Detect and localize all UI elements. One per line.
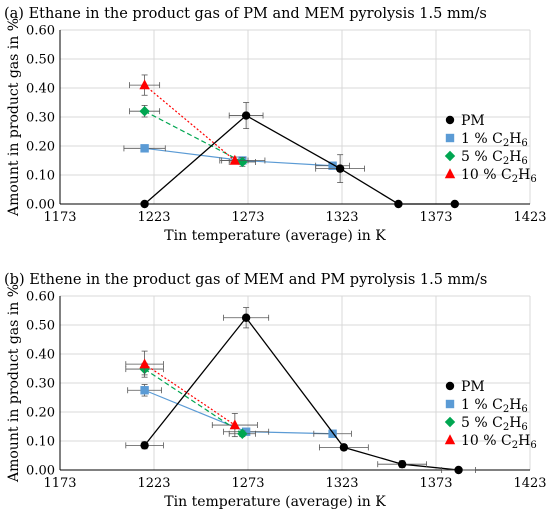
x-tick-label: 1173 [43,476,76,491]
data-point [397,460,407,469]
y-tick-label: 0.30 [26,377,55,392]
diamond-icon [444,150,456,162]
data-point [339,443,349,452]
y-tick-label: 0.40 [26,82,55,97]
legend-label: PM [461,113,485,129]
legend-item: 1 % C2H6 [445,397,528,415]
data-point [140,386,149,395]
data-point [229,419,241,430]
x-tick-label: 1223 [137,210,170,225]
y-tick-label: 0.60 [26,290,55,305]
series-c2h6-10 [129,74,249,165]
circle-icon [445,381,455,391]
data-point [454,465,463,475]
data-point [241,313,251,322]
data-point [139,358,150,369]
x-tick-label: 1173 [43,210,76,225]
x-tick-label: 1273 [231,210,264,225]
legend-item: 1 % C2H6 [445,131,528,149]
legend-label: 1 % C2H6 [461,131,528,149]
y-tick-label: 0.20 [26,140,55,155]
y-axis-label: Amount in product gas in % [6,284,22,483]
legend-label: 5 % C2H6 [461,415,528,433]
x-tick-label: 1373 [419,476,452,491]
legend-label: PM [461,379,485,395]
legend-label: 10 % C2H6 [461,433,537,451]
legend-item: PM [445,113,485,129]
y-tick-label: 0.00 [26,198,55,213]
y-tick-label: 0.10 [26,435,55,450]
data-point [241,111,251,120]
x-tick-label: 1423 [513,210,546,225]
data-point [328,161,337,170]
x-tick-label: 1373 [419,210,452,225]
series-pm [125,307,476,475]
x-axis-label: Tin temperature (average) in K [164,228,386,244]
legend-label: 10 % C2H6 [461,167,537,185]
chart-panel-a: (a) Ethane in the product gas of PM and … [4,6,547,244]
legend-label: 1 % C2H6 [461,397,528,415]
y-axis-label: Amount in product gas in % [6,18,22,217]
y-tick-label: 0.00 [26,464,55,479]
data-point [139,79,150,90]
data-point [140,441,149,450]
series-line [144,316,459,471]
triangle-icon [444,168,456,179]
data-point [450,199,459,209]
legend-item: 5 % C2H6 [444,415,528,433]
chart-title: (a) Ethane in the product gas of PM and … [4,6,487,22]
x-tick-label: 1273 [231,476,264,491]
series-c2h6-5 [129,105,256,168]
data-point [394,199,403,209]
data-point [241,427,251,436]
data-point [328,429,337,438]
circle-icon [445,115,455,125]
series-line [144,114,455,205]
x-tick-label: 1323 [325,210,358,225]
triangle-icon [444,434,456,445]
y-tick-label: 0.30 [26,111,55,126]
series-pm [140,102,459,209]
square-icon [445,133,455,143]
data-point [139,106,150,117]
data-point [140,199,149,209]
x-tick-label: 1323 [325,476,358,491]
series-line [144,363,236,426]
chart-title: (b) Ethene in the product gas of MEM and… [4,272,487,288]
y-tick-label: 0.20 [26,406,55,421]
x-tick-label: 1423 [513,476,546,491]
diamond-icon [444,416,456,428]
legend-item: 10 % C2H6 [444,433,537,451]
x-tick-label: 1223 [137,476,170,491]
series-line [144,368,243,435]
series-c2h6-1 [127,384,352,438]
series-line [144,110,243,163]
data-point [335,164,345,173]
legend-item: 5 % C2H6 [444,149,528,167]
x-axis-label: Tin temperature (average) in K [164,494,386,510]
data-point [237,428,248,439]
y-tick-label: 0.60 [26,24,55,39]
y-tick-label: 0.40 [26,348,55,363]
legend-item: 10 % C2H6 [444,167,537,185]
chart-panel-b: (b) Ethene in the product gas of MEM and… [4,272,547,510]
y-tick-label: 0.50 [26,53,55,68]
legend-item: PM [445,379,485,395]
square-icon [445,399,455,409]
series-c2h6-10 [125,350,258,438]
data-point [140,144,149,153]
data-point [229,154,241,165]
series-line [144,84,236,161]
y-tick-label: 0.10 [26,169,55,184]
legend-label: 5 % C2H6 [461,149,528,167]
y-tick-label: 0.50 [26,319,55,334]
